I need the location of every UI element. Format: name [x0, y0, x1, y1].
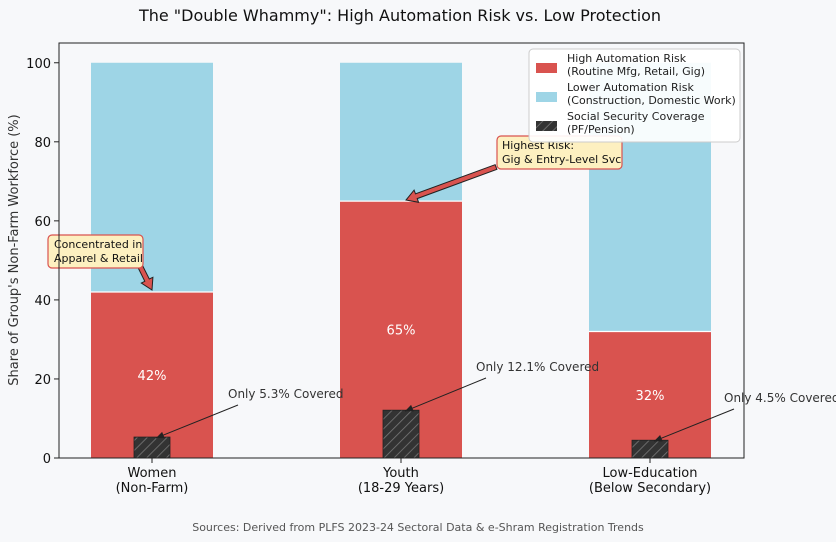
legend-entry-line: Lower Automation Risk: [567, 81, 694, 94]
legend-entry: Lower Automation Risk (Construction, Dome…: [567, 81, 736, 107]
bar-high-risk: [91, 292, 213, 458]
x-tick-label: Youth (18-29 Years): [358, 466, 444, 496]
coverage-arrow: [404, 377, 487, 412]
callout-text-line: Gig & Entry-Level Svc: [502, 153, 621, 166]
y-tick-label: 20: [34, 373, 51, 388]
chart-title: The "Double Whammy": High Automation Ris…: [138, 6, 661, 25]
legend-entry-line: Social Security Coverage: [567, 110, 705, 123]
bar-lower-risk: [340, 62, 462, 202]
y-axis-label: Share of Group's Non-Farm Workforce (%): [7, 114, 22, 385]
legend: High Automation Risk (Routine Mfg, Retail…: [528, 48, 741, 143]
y-tick-label: 60: [34, 215, 51, 230]
bar-value-label: 65%: [387, 324, 416, 339]
y-tick-label: 80: [34, 136, 51, 151]
x-tick-label-line: Youth: [382, 466, 419, 481]
legend-swatch: [536, 92, 557, 102]
x-tick-label-line: Low-Education: [602, 466, 697, 481]
coverage-annotation: Only 5.3% Covered: [228, 387, 343, 401]
legend-box: [528, 48, 741, 143]
bar-coverage: [382, 409, 420, 459]
legend-entry-line: (Construction, Domestic Work): [567, 94, 736, 107]
x-tick-label-line: (18-29 Years): [358, 481, 444, 496]
bar-high-risk: [589, 331, 711, 458]
legend-entry: Social Security Coverage (PF/Pension): [567, 110, 705, 136]
y-tick-label: 100: [26, 57, 51, 72]
callout-text: Concentrated in Apparel & Retail: [54, 238, 143, 265]
source-note: Sources: Derived from PLFS 2023-24 Secto…: [192, 521, 644, 534]
y-tick-label: 40: [34, 294, 51, 309]
legend-entry-line: (PF/Pension): [567, 123, 635, 136]
callout-box: [47, 234, 144, 269]
x-tick-label-line: (Non-Farm): [116, 481, 189, 496]
y-tick-label: 0: [43, 452, 51, 467]
legend-entry: High Automation Risk (Routine Mfg, Retail…: [567, 52, 705, 78]
bar-value-label: 32%: [636, 389, 665, 404]
bar-coverage: [631, 439, 669, 459]
coverage-arrow-head: [156, 431, 165, 439]
legend-swatch: [536, 63, 557, 73]
x-tick-label-line: Women: [128, 466, 177, 481]
legend-entry-line: (Routine Mfg, Retail, Gig): [567, 65, 705, 78]
x-tick-label: Women (Non-Farm): [116, 466, 189, 496]
bar-value-label: 42%: [138, 369, 167, 384]
legend-swatch: [536, 121, 557, 131]
coverage-arrow: [155, 404, 239, 439]
coverage-annotation: Only 4.5% Covered: [724, 391, 836, 405]
callout-arrow: [137, 264, 154, 291]
callout-text-line: Apparel & Retail: [54, 252, 143, 265]
callout-text-line: Concentrated in: [54, 238, 142, 251]
coverage-annotation: Only 12.1% Covered: [476, 360, 599, 374]
coverage-arrow: [653, 408, 735, 442]
bar-coverage: [133, 436, 171, 459]
x-tick-label: Low-Education (Below Secondary): [589, 466, 711, 496]
coverage-arrow-head: [654, 434, 663, 442]
coverage-arrow-head: [405, 404, 414, 412]
legend-entry-line: High Automation Risk: [567, 52, 687, 65]
callout-arrow: [405, 164, 498, 203]
x-tick-label-line: (Below Secondary): [589, 481, 711, 496]
